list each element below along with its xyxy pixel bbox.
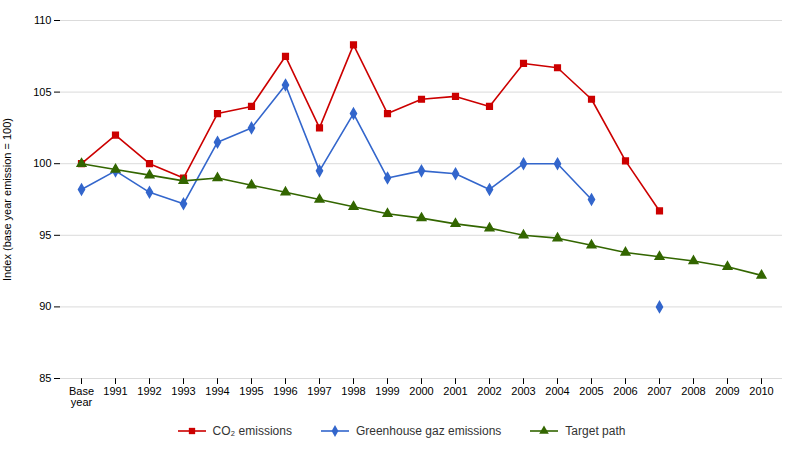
svg-text:2009: 2009 <box>715 385 739 397</box>
svg-text:2000: 2000 <box>409 385 433 397</box>
svg-text:2007: 2007 <box>647 385 671 397</box>
svg-text:85: 85 <box>39 372 51 384</box>
svg-text:2001: 2001 <box>443 385 467 397</box>
html-text:CO₂ emissions: CO₂ emissions <box>212 424 292 438</box>
svg-text:105: 105 <box>33 86 51 98</box>
svg-text:90: 90 <box>39 300 51 312</box>
html-text:Target path: Target path <box>565 424 626 438</box>
svg-text:2005: 2005 <box>579 385 603 397</box>
svg-text:1993: 1993 <box>171 385 195 397</box>
svg-text:Index (base year emission = 10: Index (base year emission = 100) <box>1 118 13 281</box>
svg-text:1998: 1998 <box>341 385 365 397</box>
svg-text:110: 110 <box>34 14 52 26</box>
svg-text:1997: 1997 <box>307 385 331 397</box>
svg-text:1996: 1996 <box>273 385 297 397</box>
svg-text:1991: 1991 <box>103 385 127 397</box>
svg-text:2008: 2008 <box>681 385 705 397</box>
svg-text:2003: 2003 <box>511 385 535 397</box>
svg-text:2004: 2004 <box>545 385 569 397</box>
svg-text:1992: 1992 <box>137 385 161 397</box>
svg-text:1999: 1999 <box>375 385 399 397</box>
svg-text:2002: 2002 <box>477 385 501 397</box>
svg-text:Baseyear: Baseyear <box>69 385 94 408</box>
svg-text:2010: 2010 <box>749 385 773 397</box>
html-text:Greenhouse gaz emissions: Greenhouse gaz emissions <box>355 424 502 438</box>
svg-text:2006: 2006 <box>613 385 637 397</box>
svg-text:1995: 1995 <box>239 385 263 397</box>
svg-text:100: 100 <box>33 157 51 169</box>
svg-text:95: 95 <box>39 229 51 241</box>
svg-text:1994: 1994 <box>205 385 229 397</box>
